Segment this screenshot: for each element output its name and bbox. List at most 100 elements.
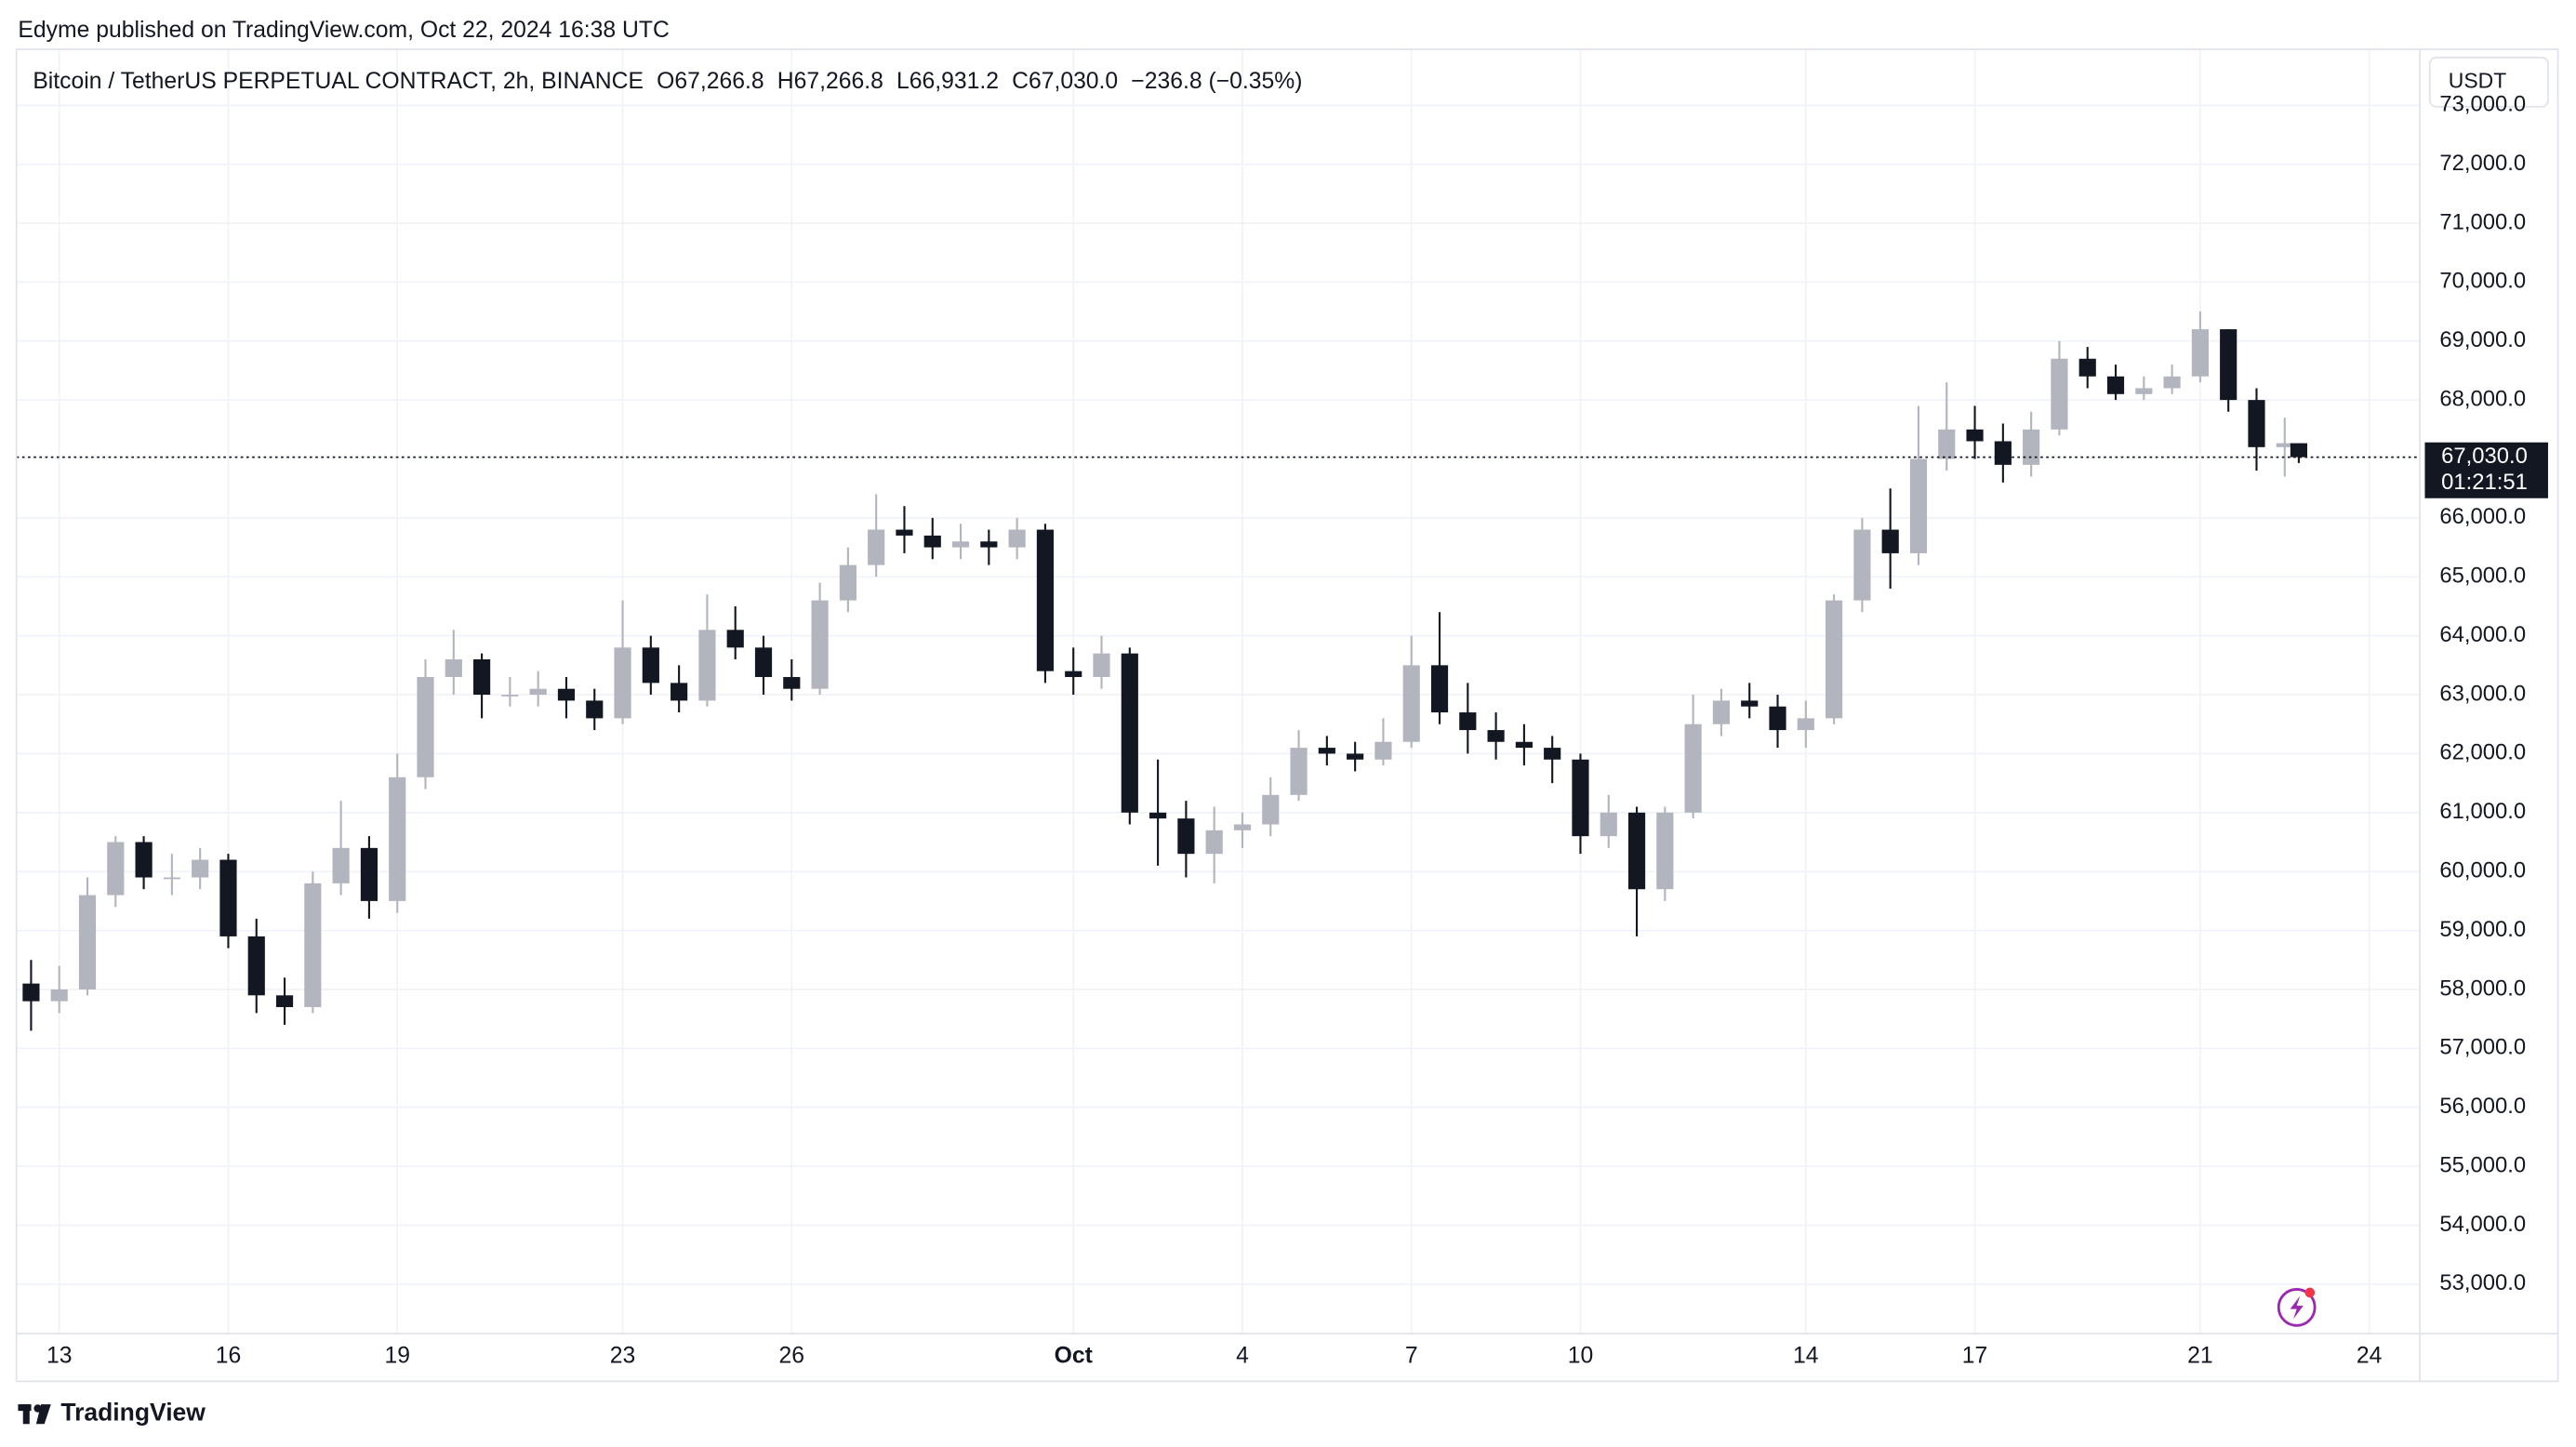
x-tick-label: 14 (1793, 1343, 1819, 1368)
candle-body (1008, 529, 1026, 548)
candle-body (923, 535, 941, 548)
y-tick-label: 69,000.0 (2439, 327, 2526, 352)
candle-body (1881, 529, 1899, 553)
candle-body (247, 936, 265, 996)
published-note: Edyme published on TradingView.com, Oct … (18, 18, 669, 43)
candle-body (1036, 529, 1055, 671)
candle-body (1487, 730, 1505, 742)
y-tick-label: 73,000.0 (2439, 91, 2526, 116)
icon-ring (2277, 1288, 2317, 1327)
candle-body (1684, 724, 1702, 813)
candle-body (360, 847, 378, 901)
candle-body (163, 877, 180, 880)
candle-body (1233, 824, 1252, 830)
candle-body (219, 859, 237, 936)
candle-body (783, 677, 801, 689)
candle-body (2163, 376, 2181, 389)
y-tick-label: 61,000.0 (2439, 799, 2526, 824)
candle-body (2220, 329, 2237, 401)
y-tick-label: 66,000.0 (2439, 504, 2526, 529)
icon-dot (2304, 1287, 2316, 1298)
y-tick-label: 53,000.0 (2439, 1270, 2526, 1295)
candle-body (2248, 400, 2265, 447)
candle-body (1797, 718, 1814, 731)
x-tick-label: 26 (779, 1343, 805, 1368)
ohlc-value: C67,030.0 (1012, 69, 1118, 94)
candle-body (304, 883, 322, 1007)
candle-body (192, 859, 209, 878)
y-tick-label: 70,000.0 (2439, 269, 2526, 294)
last-price-label: 67,030.0 (2441, 444, 2528, 469)
candle-body (1572, 759, 1589, 837)
y-tick-label: 65,000.0 (2439, 564, 2526, 589)
candle-body (332, 847, 350, 883)
currency-label: USDT (2449, 68, 2506, 92)
candle-body (1853, 529, 1871, 601)
ohlc-value: L66,931.2 (896, 69, 999, 94)
candle-body (1290, 748, 1308, 795)
candle-body (1656, 812, 1674, 890)
y-tick-label: 54,000.0 (2439, 1212, 2526, 1237)
candle-body (445, 659, 462, 678)
candle-body (754, 647, 773, 678)
y-tick-label: 57,000.0 (2439, 1035, 2526, 1060)
candle-body (473, 659, 491, 696)
candle-body (557, 688, 576, 701)
candle-body (2106, 376, 2125, 394)
candle-body (868, 529, 885, 565)
candle-body (586, 700, 604, 719)
candle-body (614, 647, 631, 719)
chart-frame (15, 48, 2559, 1383)
x-tick-label: 10 (1568, 1343, 1594, 1368)
logo-wedge (35, 1404, 51, 1425)
candle-body (1402, 665, 1420, 742)
y-tick-label: 59,000.0 (2439, 917, 2526, 942)
countdown-label: 01:21:51 (2441, 470, 2528, 495)
candle-body (896, 529, 913, 536)
last-price-box (2424, 442, 2548, 498)
alert-icon[interactable] (2277, 1287, 2317, 1327)
candle-body (1826, 600, 1843, 719)
candle-body (642, 647, 659, 684)
candle-body (1347, 753, 1364, 760)
ohlc-value: H67,266.8 (777, 69, 883, 94)
candle-body (417, 677, 434, 777)
currency-button[interactable] (2428, 56, 2549, 108)
candle-body (1177, 818, 1195, 855)
candle-body (671, 683, 688, 701)
candle-body (1544, 748, 1561, 760)
ohlc-legend: O67,266.8 H67,266.8 L66,931.2 C67,030.0 −236… (657, 69, 1302, 94)
x-tick-label: 21 (2187, 1343, 2213, 1368)
candle-body (1769, 706, 1786, 731)
candle-body (1093, 653, 1110, 678)
candle-body (2078, 358, 2096, 377)
y-tick-label: 63,000.0 (2439, 681, 2526, 706)
candle-body (1065, 670, 1082, 678)
candle-body (1205, 830, 1223, 855)
candle-body (1430, 665, 1449, 713)
candle-body (529, 688, 547, 696)
candle-body (1318, 748, 1335, 754)
candle-body (2051, 358, 2068, 430)
y-tick-label: 55,000.0 (2439, 1152, 2526, 1177)
x-tick-label: Oct (1055, 1343, 1093, 1368)
candle-body (50, 989, 68, 1002)
y-tick-label: 58,000.0 (2439, 976, 2526, 1001)
icon-bolt (2290, 1295, 2304, 1320)
candle-body (839, 564, 856, 601)
candle-body (980, 541, 998, 548)
y-tick-label: 64,000.0 (2439, 622, 2526, 647)
candle-body (1909, 458, 1928, 553)
y-tick-label: 56,000.0 (2439, 1094, 2526, 1119)
candle-body (726, 630, 744, 648)
ohlc-value: O67,266.8 (657, 69, 764, 94)
y-tick-label: 71,000.0 (2439, 209, 2526, 234)
candle-body (1262, 794, 1280, 825)
candle-body (1149, 812, 1167, 819)
y-tick-label: 68,000.0 (2439, 386, 2526, 411)
candle-body (1459, 712, 1477, 731)
candle-body (811, 600, 829, 689)
candle-body (1994, 441, 2012, 465)
brand-name: TradingView (60, 1399, 206, 1427)
